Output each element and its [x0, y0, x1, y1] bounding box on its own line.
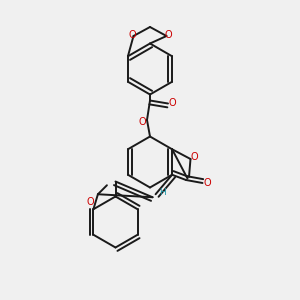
Text: O: O [164, 30, 172, 40]
Text: O: O [86, 197, 94, 207]
Text: O: O [203, 178, 211, 188]
Text: O: O [191, 152, 199, 162]
Text: O: O [128, 30, 136, 40]
Text: H: H [159, 188, 166, 197]
Text: O: O [139, 117, 146, 128]
Text: O: O [169, 98, 176, 109]
